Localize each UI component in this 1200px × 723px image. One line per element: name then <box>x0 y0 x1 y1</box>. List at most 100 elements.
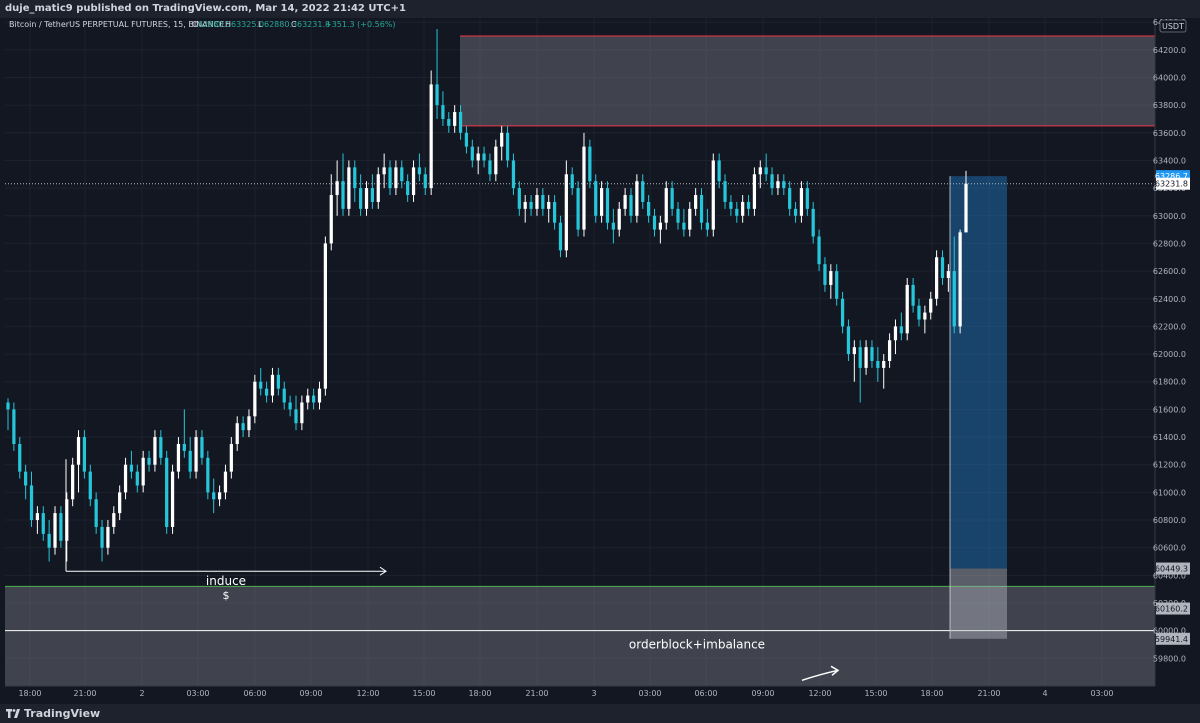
candle-body <box>882 360 886 368</box>
candle <box>176 437 181 479</box>
candle <box>705 208 710 237</box>
symbol-legend: Bitcoin / TetherUS PERPETUAL FUTURES, 15… <box>9 20 396 29</box>
candle <box>94 492 98 534</box>
candle-body <box>229 443 233 472</box>
candle-body <box>270 374 275 396</box>
candle-body <box>341 181 345 209</box>
candle <box>676 201 680 230</box>
ohlc-value: 62880.3 <box>264 20 297 29</box>
candle-body <box>24 471 28 486</box>
candle <box>88 464 92 507</box>
candle-body <box>100 526 104 548</box>
time-tick-label: 03:00 <box>1090 689 1113 698</box>
candle-body <box>823 264 827 285</box>
time-tick-label: 03:00 <box>638 689 661 698</box>
candle <box>717 153 721 189</box>
candle-body <box>694 195 698 209</box>
candle-body <box>752 174 757 209</box>
candle-body <box>946 271 950 279</box>
candle <box>670 181 674 216</box>
candle-body <box>676 208 680 223</box>
candle-body <box>664 188 668 223</box>
candle <box>329 174 333 251</box>
candle-body <box>529 201 533 209</box>
candle-body <box>517 188 521 209</box>
plot-area <box>5 18 1155 686</box>
candle-body <box>294 409 298 424</box>
candle-body <box>805 188 809 209</box>
candle <box>82 430 87 479</box>
candle-body <box>106 526 110 548</box>
time-tick-label: 09:00 <box>751 689 774 698</box>
time-tick-label: 18:00 <box>468 689 491 698</box>
candle <box>364 181 369 216</box>
time-tick-label: 18:00 <box>920 689 943 698</box>
candle-body <box>482 153 486 161</box>
candle <box>511 153 516 196</box>
candle-body <box>53 513 57 548</box>
candle <box>876 347 880 382</box>
candle <box>870 340 874 368</box>
candle <box>799 181 804 223</box>
candle-body <box>94 499 98 527</box>
candle <box>453 105 457 133</box>
candle-body <box>217 492 222 500</box>
candle <box>300 395 304 431</box>
candle <box>541 188 545 216</box>
tradingview-logo[interactable]: TradingView <box>6 704 100 723</box>
candle-body <box>582 146 586 230</box>
candle-body <box>35 513 40 521</box>
candle <box>811 201 815 244</box>
candle-body <box>135 471 139 486</box>
candle-body <box>558 222 563 251</box>
price-tick-label: 62800.0 <box>1153 239 1186 248</box>
candle <box>635 174 639 223</box>
orderblock-zone <box>5 586 1155 686</box>
candle <box>746 195 751 216</box>
candle <box>59 506 63 548</box>
symbol-title: Bitcoin / TetherUS PERPETUAL FUTURES, 15… <box>9 20 224 29</box>
tradingview-brand: TradingView <box>24 707 101 720</box>
candle <box>682 208 686 237</box>
candle-body <box>453 112 457 126</box>
currency-badge-box <box>1159 19 1187 33</box>
candle-body <box>147 457 151 465</box>
candle <box>582 132 586 237</box>
candle <box>558 215 563 258</box>
candle-body <box>641 181 645 202</box>
candle-body <box>899 326 903 334</box>
candle-body <box>6 402 10 410</box>
ohlc-label: L <box>258 20 263 29</box>
candle-body <box>958 232 962 327</box>
candle <box>317 381 322 410</box>
time-tick-label: 03:00 <box>186 689 209 698</box>
candle-body <box>464 132 469 147</box>
candle <box>764 153 768 182</box>
candle-body <box>88 471 92 500</box>
candle <box>129 450 134 479</box>
candle <box>887 333 892 368</box>
candle <box>547 195 551 223</box>
curve-arrow <box>801 669 839 682</box>
candle <box>564 160 568 258</box>
candle <box>323 236 327 396</box>
candle <box>65 492 69 562</box>
candle-body <box>382 167 386 175</box>
ohlc-label: C <box>291 20 297 29</box>
price-tick-label: 60800.0 <box>1153 516 1186 525</box>
candle <box>306 388 310 410</box>
candle <box>594 174 598 223</box>
candle-body <box>288 402 292 410</box>
supply-zone <box>460 35 1155 126</box>
candle <box>523 195 527 223</box>
candle <box>823 257 827 292</box>
candle <box>476 146 480 175</box>
candle <box>776 174 780 196</box>
candle <box>882 354 886 389</box>
candle <box>165 450 169 534</box>
candle <box>24 464 28 500</box>
candle-body <box>629 195 633 216</box>
price-tick-label: 64000.0 <box>1153 73 1186 82</box>
candle-body <box>212 492 216 500</box>
